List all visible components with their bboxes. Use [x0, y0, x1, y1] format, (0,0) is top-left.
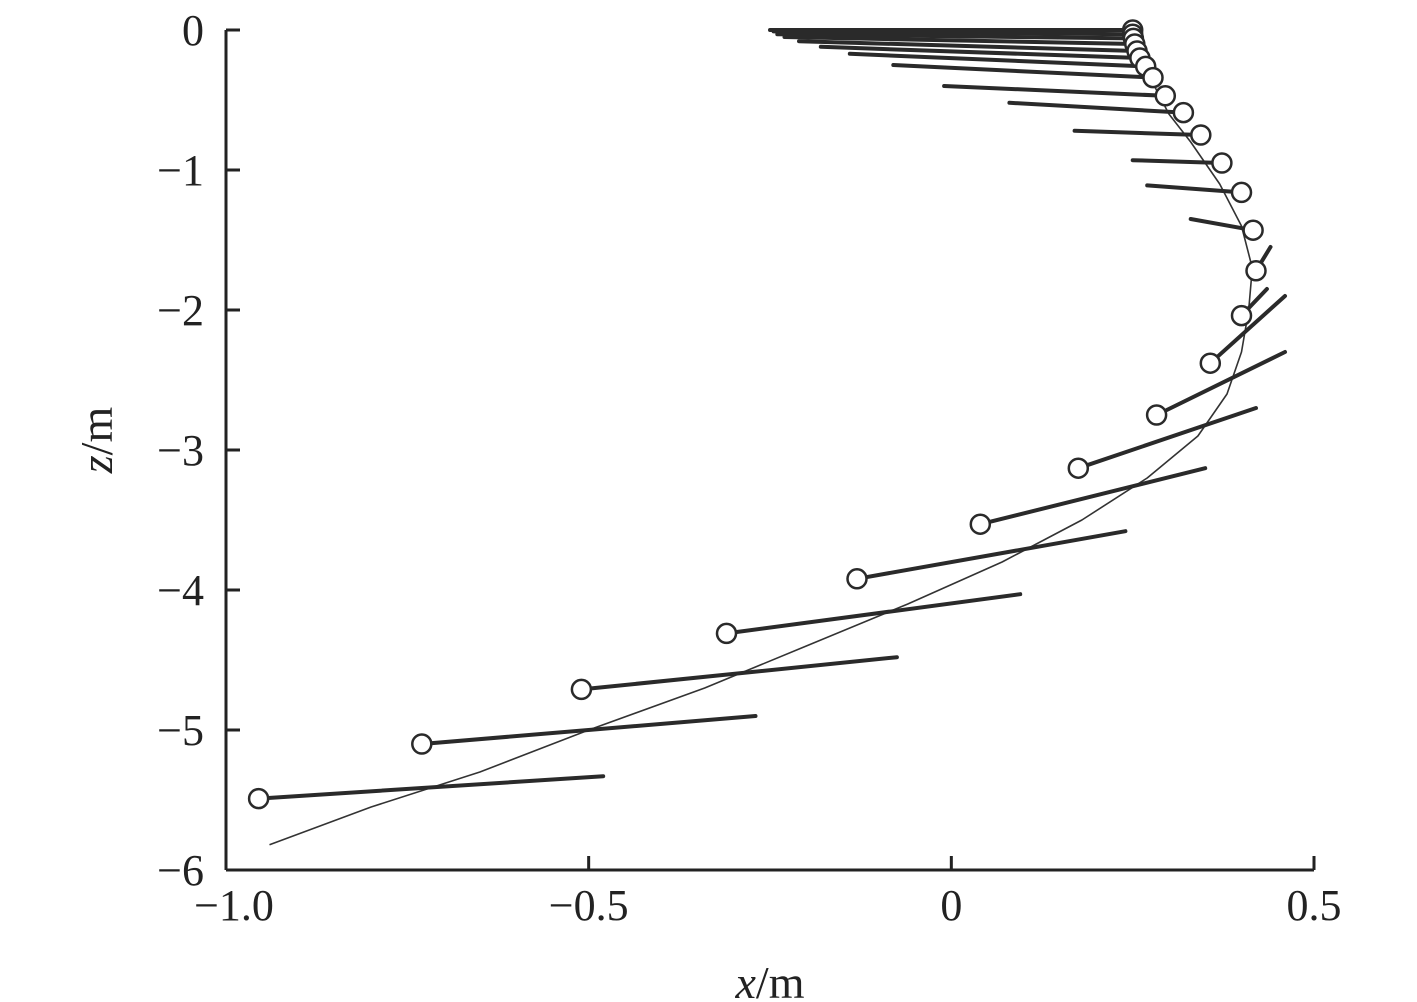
tip-marker — [1230, 304, 1253, 327]
axis-label-unit: /m — [71, 407, 122, 456]
snapshot-line — [771, 29, 1135, 37]
tip-marker — [1211, 152, 1233, 174]
tip-marker — [570, 678, 593, 701]
snapshot-line — [579, 655, 899, 692]
snapshot-line — [855, 529, 1128, 581]
snapshot-line — [797, 39, 1139, 53]
tip-marker — [247, 787, 270, 810]
y-ticks: 0 −1 −2 −3 −4 −5 −6 — [157, 6, 240, 895]
snapshot-line — [1072, 128, 1203, 137]
y-tick-label: −6 — [157, 846, 204, 895]
y-tick-label: 0 — [182, 6, 204, 55]
trajectory-line — [269, 29, 1254, 846]
tip-marker — [1190, 124, 1212, 146]
x-axis-label: x/m — [735, 957, 805, 1002]
tip-marker — [1242, 219, 1264, 241]
snapshot-line — [942, 84, 1168, 98]
snapshot-line — [724, 592, 1023, 636]
tip-marker — [1154, 85, 1177, 107]
snapshot-line — [1145, 183, 1244, 195]
tip-marker — [1145, 404, 1168, 426]
snapshot-line — [1076, 406, 1258, 471]
tip-marker — [411, 733, 433, 755]
tip-marker — [1172, 101, 1195, 124]
axis-label-unit: /m — [756, 957, 805, 1002]
tip-marker — [846, 568, 868, 590]
axes: −1.0 −0.5 0 0.5 0 −1 −2 −3 −4 −5 −6 — [157, 6, 1341, 930]
axis-label-variable: z — [71, 455, 122, 474]
snapshot-line — [1208, 294, 1287, 366]
y-tick-label: −3 — [157, 426, 204, 475]
snapshot-line — [775, 32, 1136, 41]
snapshot-line — [847, 51, 1148, 69]
x-tick-label: −0.5 — [549, 881, 629, 930]
plot-content — [247, 19, 1287, 846]
x-tick-label: 0.5 — [1287, 881, 1342, 930]
tip-marker — [715, 622, 738, 645]
tip-marker — [1230, 181, 1253, 204]
tip-marker — [1199, 352, 1222, 374]
snapshot-line — [978, 466, 1208, 527]
y-tick-label: −1 — [157, 146, 204, 195]
snapshot-line — [782, 35, 1137, 46]
y-tick-label: −2 — [157, 286, 204, 335]
y-axis-label: z/m — [71, 407, 122, 475]
snapshot-line — [1007, 100, 1186, 115]
snapshot-line — [419, 714, 758, 746]
tip-marker — [1067, 457, 1090, 479]
snapshot-line — [818, 44, 1142, 60]
axis-label-variable: x — [735, 957, 757, 1002]
snapshot-line — [1154, 350, 1287, 417]
x-tick-label: −1.0 — [194, 881, 274, 930]
tip-marker — [1245, 260, 1267, 282]
snapshot-line — [256, 774, 606, 801]
tip-marker — [1142, 66, 1164, 89]
y-tick-label: −5 — [157, 706, 204, 755]
x-ticks: −1.0 −0.5 0 0.5 — [194, 856, 1342, 930]
tip-marker — [969, 513, 992, 535]
y-tick-label: −4 — [157, 566, 204, 615]
x-tick-label: 0 — [940, 881, 962, 930]
snapshot-line — [1130, 158, 1224, 165]
snapshot-line — [891, 63, 1155, 80]
